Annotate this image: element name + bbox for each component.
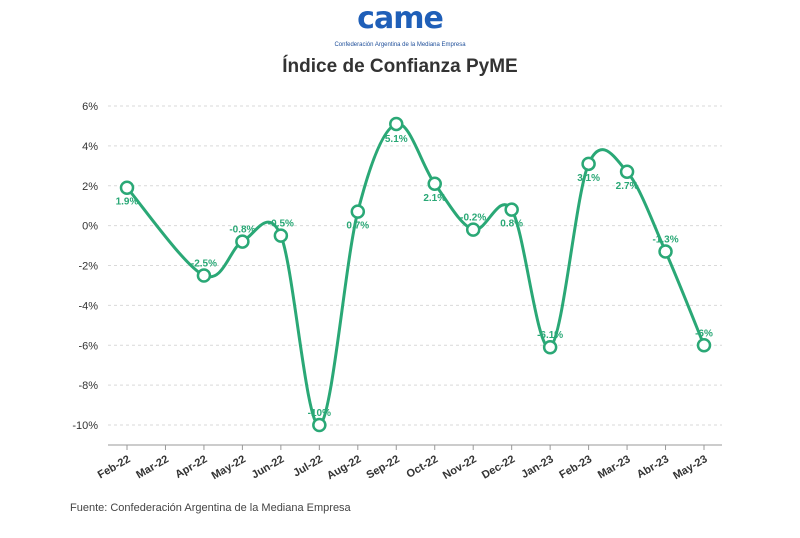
y-tick-label: 6% [82, 101, 98, 113]
chart-title: Índice de Confianza PyME [282, 56, 518, 77]
data-point [350, 204, 366, 219]
x-tick-label: Jan-23 [519, 453, 555, 481]
data-label: -6% [695, 328, 713, 339]
logo-wordmark: came [357, 1, 444, 36]
x-tick-label: Feb-23 [557, 453, 594, 481]
data-label: -6.1% [537, 330, 563, 341]
y-tick-label: -2% [78, 261, 98, 273]
x-tick-label: May-23 [671, 453, 709, 482]
x-tick-label: Jul-22 [291, 453, 325, 479]
data-point [312, 417, 327, 433]
source-note: Fuente: Confederación Argentina de la Me… [70, 502, 351, 514]
data-point [504, 202, 519, 217]
data-point [619, 164, 635, 180]
y-tick-label: -8% [78, 380, 98, 392]
data-point [465, 222, 481, 237]
data-label: 2.1% [423, 193, 446, 204]
data-label: 1.9% [116, 197, 139, 208]
x-tick-label: May-22 [210, 453, 248, 482]
y-tick-label: -6% [78, 340, 98, 352]
series-line [125, 122, 706, 427]
x-tick-label: Abr-23 [635, 453, 671, 481]
logo-subtitle: Confederación Argentina de la Mediana Em… [334, 42, 466, 48]
data-point [427, 176, 442, 192]
data-label: 3.1% [577, 173, 600, 184]
y-tick-label: -10% [72, 420, 98, 432]
data-point [658, 244, 673, 259]
came-logo: came Confederación Argentina de la Media… [330, 0, 470, 56]
data-label: -10% [308, 408, 331, 419]
x-tick-label: Jun-22 [250, 453, 287, 481]
y-tick-label: 2% [82, 181, 98, 193]
x-tick-label: Feb-22 [96, 453, 133, 481]
y-tick-label: 0% [82, 221, 98, 233]
data-point [389, 116, 404, 132]
x-tick-label: Sep-22 [365, 453, 402, 481]
data-point [542, 339, 558, 355]
data-point [581, 156, 596, 172]
data-label: -2.5% [191, 258, 217, 269]
data-point [696, 338, 712, 353]
data-label: -1.3% [652, 235, 678, 246]
x-tick-label: Nov-22 [441, 453, 479, 482]
data-point [273, 228, 289, 243]
data-label: 2.7% [616, 181, 639, 192]
data-point [196, 268, 212, 283]
y-tick-label: -4% [78, 300, 98, 312]
data-point [235, 234, 250, 249]
x-tick-label: Aug-22 [325, 453, 363, 482]
data-point [119, 180, 135, 195]
data-label: -0.5% [268, 219, 294, 230]
data-label: 0.8% [500, 219, 523, 230]
data-label: -0.8% [229, 225, 255, 236]
x-tick-label: Mar-22 [134, 453, 171, 481]
x-tick-label: Apr-22 [173, 453, 209, 481]
x-tick-label: Mar-23 [596, 453, 633, 481]
data-label: -0.2% [460, 213, 486, 224]
x-tick-label: Oct-22 [405, 453, 441, 481]
data-label: 5.1% [385, 134, 408, 145]
data-label: 0.7% [346, 221, 369, 232]
y-tick-label: 4% [82, 141, 98, 153]
x-tick-label: Dec-22 [480, 453, 517, 481]
